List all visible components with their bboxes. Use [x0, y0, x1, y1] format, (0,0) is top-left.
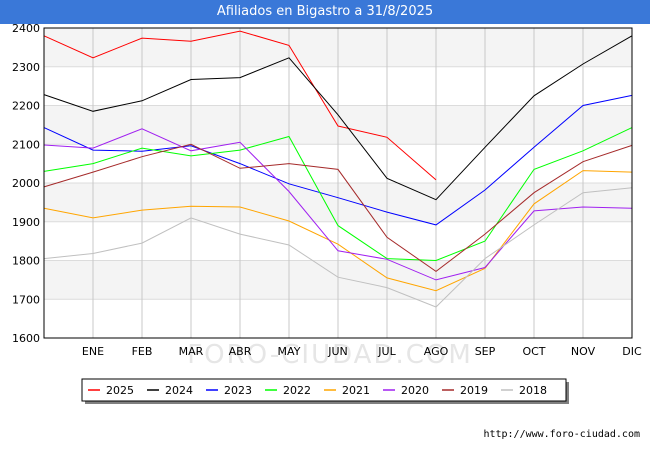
- series-line-2024: [43, 35, 633, 201]
- series-line-2019: [43, 143, 633, 273]
- legend-label-2022: 2022: [283, 384, 311, 397]
- y-tick-label: 2200: [12, 100, 40, 113]
- series-lines: [43, 30, 633, 308]
- x-tick-label: NOV: [571, 345, 596, 358]
- y-tick-label: 1800: [12, 255, 40, 268]
- x-tick-label: OCT: [522, 345, 545, 358]
- x-tick-label: AGO: [424, 345, 449, 358]
- chart-title: Afiliados en Bigastro a 31/8/2025: [0, 0, 650, 24]
- y-tick-label: 1900: [12, 216, 40, 229]
- y-tick-label: 1600: [12, 332, 40, 345]
- legend-label-2020: 2020: [401, 384, 429, 397]
- series-line-2021: [43, 170, 633, 292]
- y-tick-label: 2400: [12, 22, 40, 35]
- x-tick-label: SEP: [475, 345, 496, 358]
- series-line-2023: [43, 94, 633, 226]
- plot-frame: [43, 27, 633, 339]
- legend-label-2025: 2025: [106, 384, 134, 397]
- footer-url: http://www.foro-ciudad.com: [483, 429, 640, 440]
- legend-label-2023: 2023: [224, 384, 252, 397]
- legend-label-2021: 2021: [342, 384, 370, 397]
- series-line-2022: [43, 127, 633, 262]
- legend-label-2019: 2019: [460, 384, 488, 397]
- watermark: FORO-CIUDAD.COM: [187, 340, 473, 370]
- x-axis-ticks: ENE FEB MAR ABR MAY JUN JUL AGO SEP OCT NOV DIC: [82, 345, 642, 358]
- y-tick-label: 1700: [12, 293, 40, 306]
- series-line-2018: [43, 187, 633, 308]
- series-line-2025: [43, 30, 437, 181]
- y-tick-label: 2300: [12, 61, 40, 74]
- y-axis-ticks: 1600 1700 1800 1900 2000 2100 2200 2300 2400: [12, 22, 40, 345]
- x-tick-label: ABR: [229, 345, 252, 358]
- series-line-2020: [43, 128, 633, 281]
- x-tick-label: DIC: [622, 345, 642, 358]
- y-tick-label: 2000: [12, 177, 40, 190]
- y-tick-label: 2100: [12, 138, 40, 151]
- x-tick-label: ENE: [82, 345, 104, 358]
- x-tick-label: FEB: [132, 345, 153, 358]
- legend-label-2024: 2024: [165, 384, 193, 397]
- legend: 2025 2024 2023 2022 2021 2020 2019 2018: [81, 378, 569, 404]
- x-tick-label: MAR: [179, 345, 204, 358]
- x-tick-label: MAY: [278, 345, 301, 358]
- x-tick-label: JUN: [327, 345, 348, 358]
- legend-label-2018: 2018: [519, 384, 547, 397]
- x-tick-label: JUL: [377, 345, 396, 358]
